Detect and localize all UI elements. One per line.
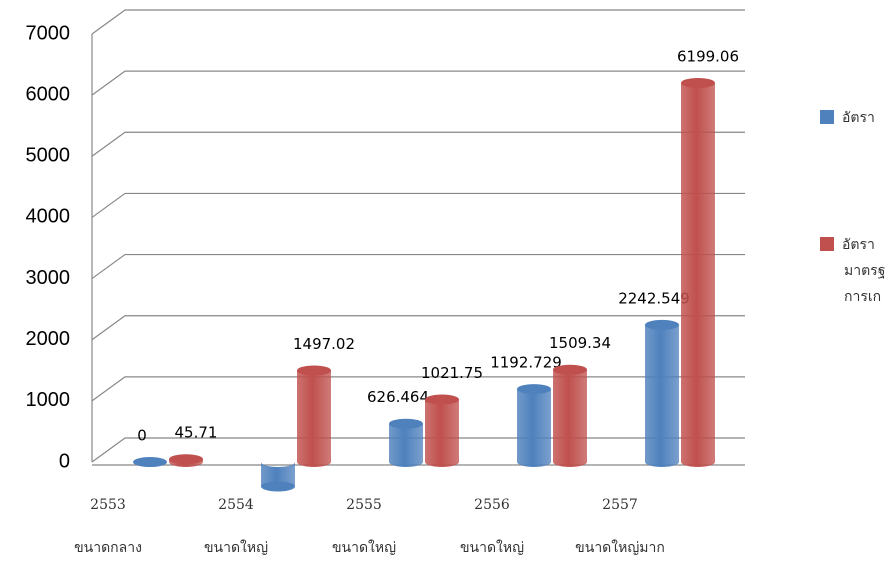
y-tick-label: 0 <box>59 450 70 472</box>
bar-top <box>681 77 715 88</box>
data-label: 0 <box>137 427 147 445</box>
bar-body <box>645 324 679 467</box>
legend-label: มาตรฐ <box>844 263 885 279</box>
legend-label: อัตรา <box>842 110 875 126</box>
bar-top <box>389 418 423 429</box>
bar <box>645 319 679 467</box>
y-tick-label: 4000 <box>26 206 71 228</box>
bar <box>261 462 295 492</box>
x-tick-label: ขนาดกลาง <box>74 540 142 556</box>
grid-line <box>91 192 745 218</box>
bar <box>553 364 587 467</box>
grid-line <box>91 253 745 280</box>
bar-top <box>261 481 295 492</box>
bar <box>389 418 423 467</box>
bar-body <box>389 423 423 467</box>
bar-body <box>297 370 331 467</box>
data-label: 45.71 <box>175 424 218 442</box>
bar <box>133 457 167 467</box>
bar <box>517 384 551 467</box>
bar-body <box>553 369 587 467</box>
legend-swatch <box>820 110 834 124</box>
data-label: 1497.02 <box>293 335 355 353</box>
bar-top <box>553 364 587 375</box>
grid-line <box>91 70 745 96</box>
bar <box>169 454 203 467</box>
data-label: 626.464 <box>367 388 429 406</box>
data-label: 2242.549 <box>618 289 690 307</box>
y-tick-label: 5000 <box>26 145 71 167</box>
bar-top <box>425 394 459 405</box>
data-label: 6199.06 <box>677 47 739 65</box>
x-tick-label: ขนาดใหญ่มาก <box>575 539 665 556</box>
legend-swatch <box>820 237 834 251</box>
bar-top <box>169 454 203 465</box>
bar-top <box>297 365 331 376</box>
x-tick-label: 2553 <box>90 497 126 513</box>
bar-body <box>517 389 551 467</box>
grid-line <box>91 131 745 157</box>
bar-top <box>645 319 679 330</box>
bar <box>425 394 459 467</box>
x-tick-label: 2554 <box>218 497 254 513</box>
bar-body <box>261 462 295 487</box>
data-label: 1192.729 <box>490 354 562 372</box>
grid-line <box>91 315 745 341</box>
bar <box>681 77 715 467</box>
grid-line <box>91 9 745 35</box>
bar-body <box>681 82 715 467</box>
legend-label: อัตรา <box>842 237 875 253</box>
bar-top <box>133 457 167 467</box>
x-tick-label: 2556 <box>474 497 510 513</box>
legend-label: การเก <box>844 289 881 305</box>
bar <box>297 365 331 467</box>
x-tick-label: ขนาดใหญ่ <box>332 539 396 556</box>
y-tick-label: 6000 <box>26 83 71 105</box>
y-tick-label: 3000 <box>26 267 71 289</box>
x-tick-label: ขนาดใหญ่ <box>460 539 524 556</box>
x-tick-label: 2557 <box>602 497 638 513</box>
bar-top <box>517 384 551 395</box>
x-tick-label: 2555 <box>346 497 382 513</box>
data-label: 1509.34 <box>549 334 611 352</box>
data-label: 1021.75 <box>421 364 483 382</box>
y-tick-label: 2000 <box>26 328 71 350</box>
y-tick-label: 7000 <box>26 22 71 44</box>
y-tick-label: 1000 <box>26 389 71 411</box>
grid-line <box>91 376 745 402</box>
bar-body <box>425 399 459 467</box>
x-tick-label: ขนาดใหญ่ <box>204 539 268 556</box>
